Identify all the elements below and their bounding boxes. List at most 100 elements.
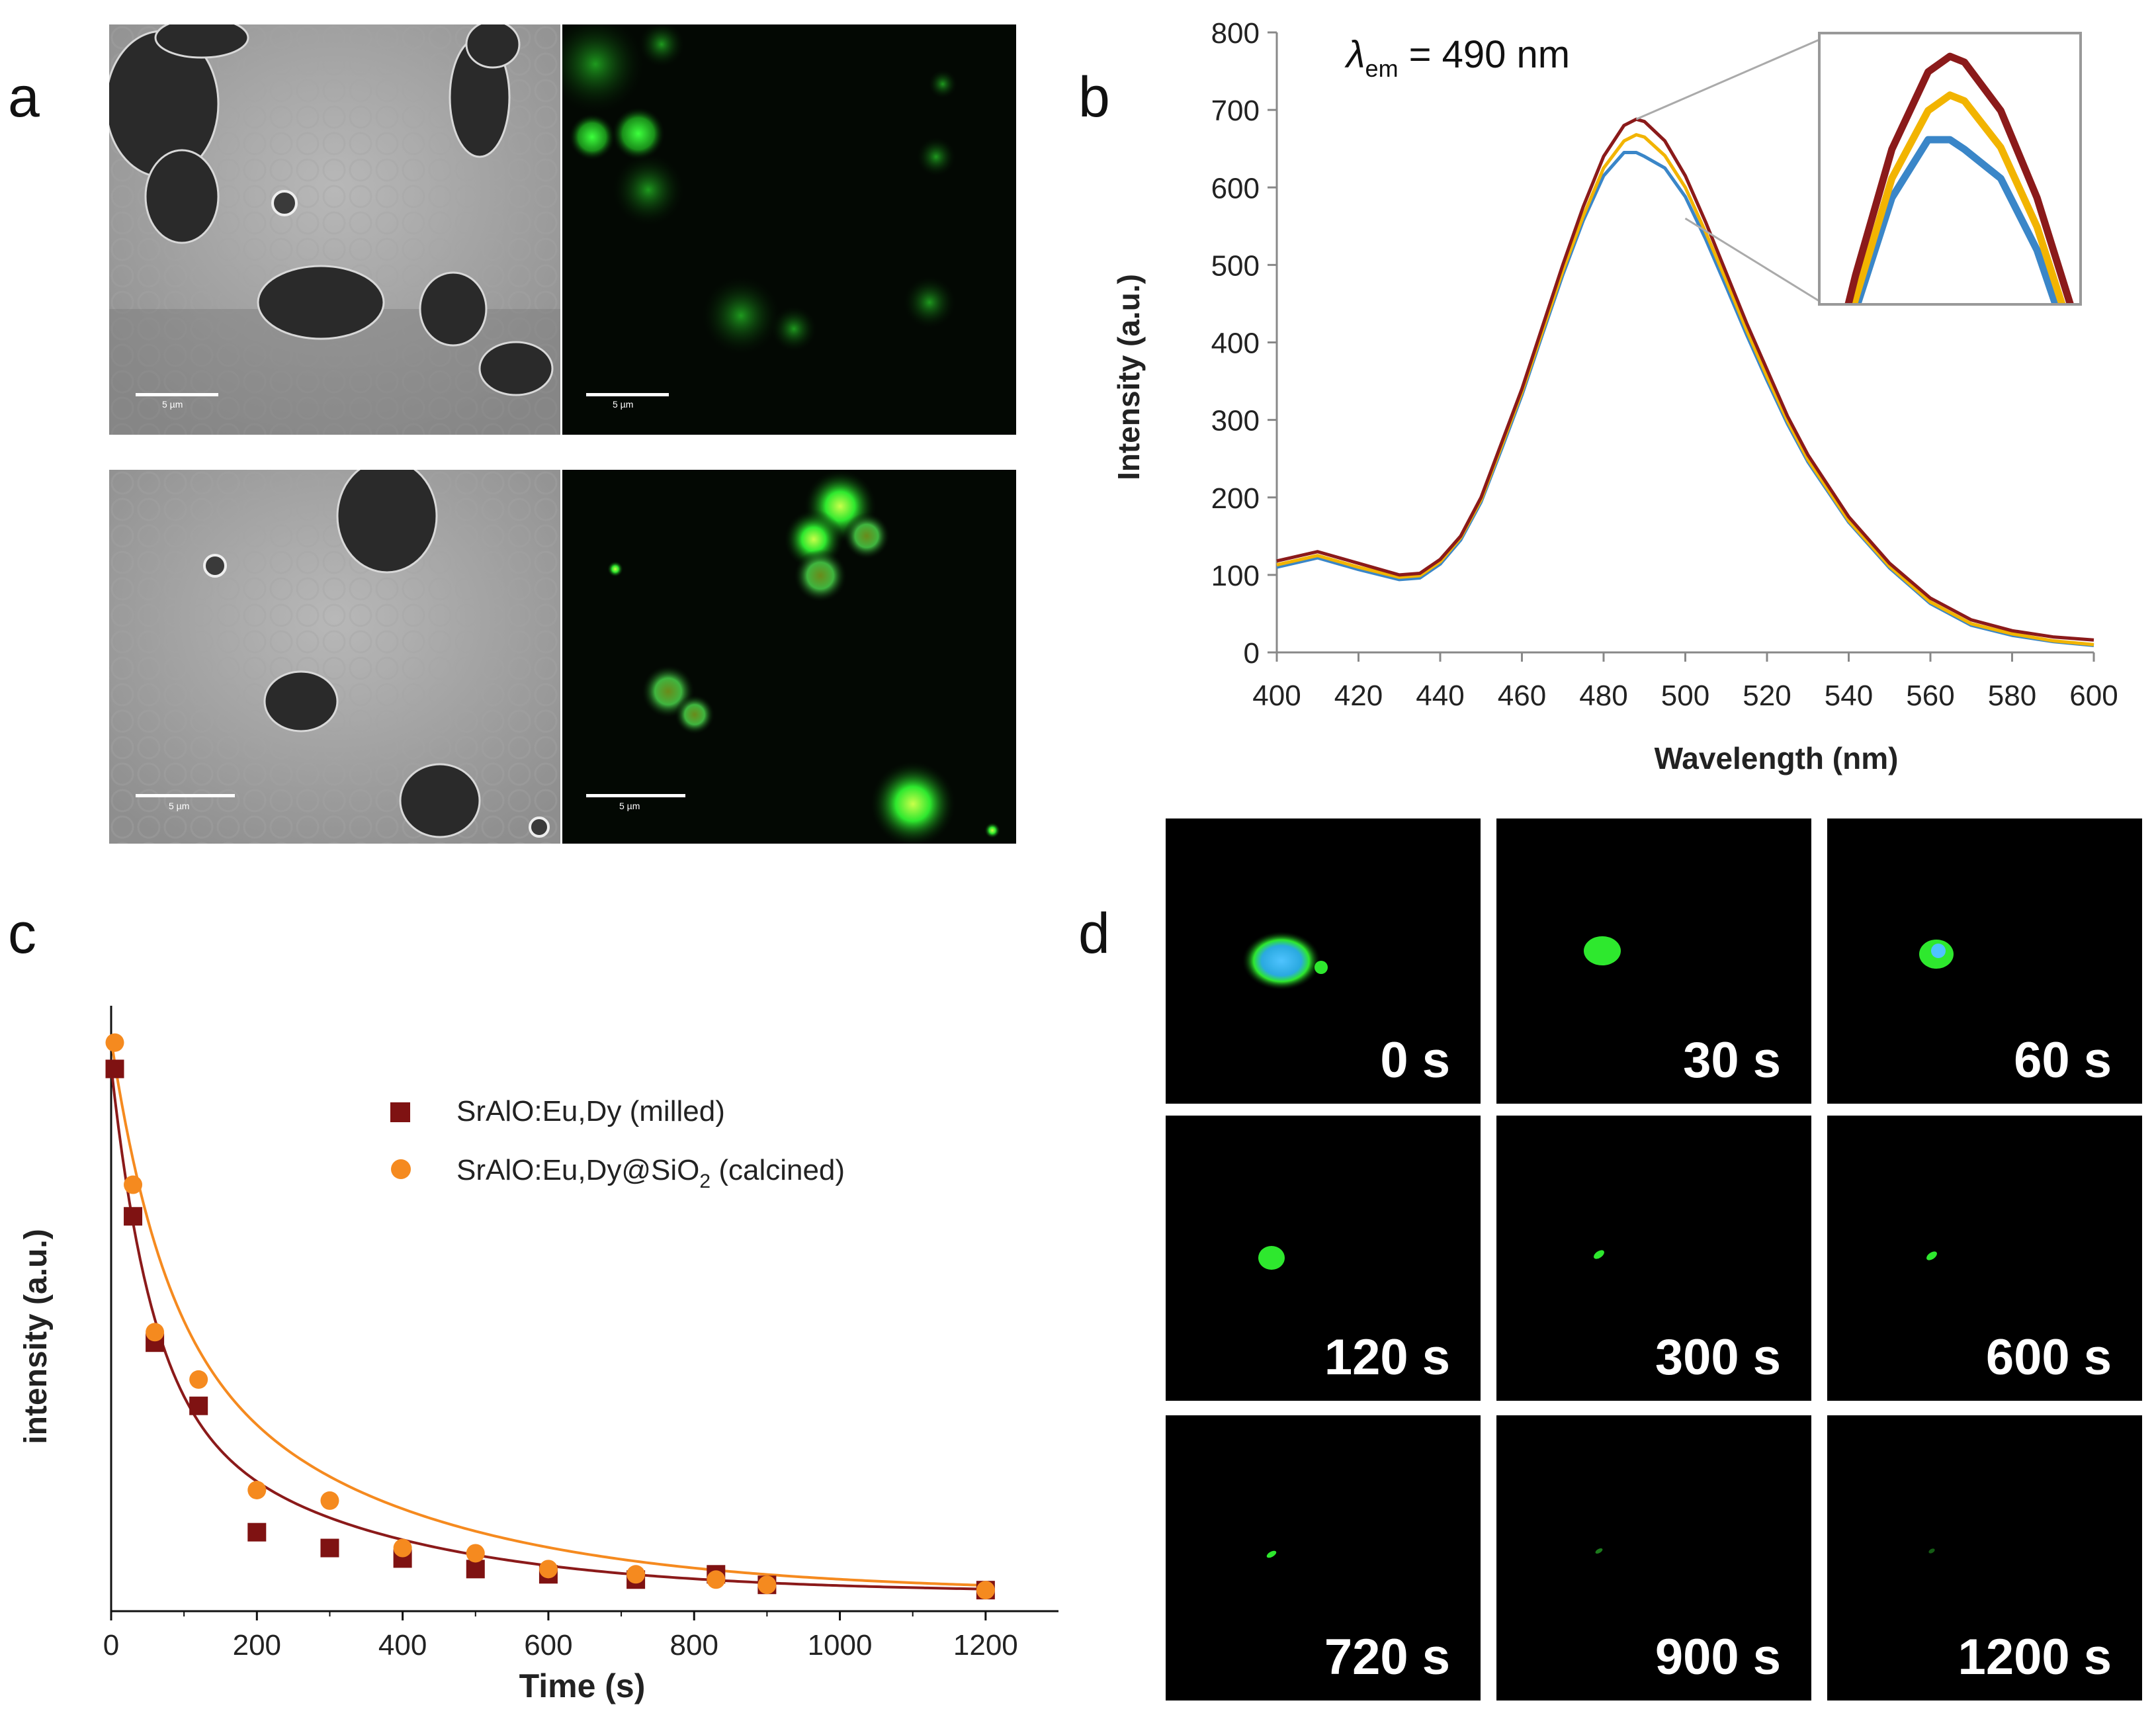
y-axis-title: Intensity (a.u.) [1111, 274, 1146, 480]
inset-line-0 [1844, 52, 2074, 303]
glow-spot [1594, 1250, 1604, 1259]
glow-spot [1258, 1246, 1285, 1270]
fluorescence-image-bottom: 5 µm [562, 470, 1016, 844]
time-tile-60s: 60 s [1827, 818, 2142, 1104]
emission-annotation: λem = 490 nm [1344, 33, 1570, 82]
time-tile-900s: 900 s [1496, 1415, 1811, 1701]
y-tick-label: 700 [1211, 95, 1260, 127]
y-tick-label: 0 [1244, 637, 1260, 670]
glow-spot [1919, 940, 1954, 969]
inset-line-1 [1850, 91, 2066, 303]
time-tile-1200s: 1200 s [1827, 1415, 2142, 1701]
x-tick-label: 580 [1988, 680, 2036, 712]
time-label: 600 s [1985, 1329, 2112, 1386]
data-point-milled [247, 1523, 267, 1542]
chart-c-ticks: 0 200 400 600 800 1000 1200 [103, 1611, 1018, 1661]
data-point-calcined [466, 1544, 485, 1563]
panel-label-c: c [8, 902, 36, 965]
panel-label-b: b [1078, 66, 1110, 129]
x-tick-label: 600 [524, 1629, 572, 1661]
x-axis-title: Time (s) [519, 1667, 646, 1704]
brightfield-bottom-drawing [109, 470, 560, 844]
x-tick-label: 520 [1743, 680, 1791, 712]
data-point-calcined [320, 1491, 339, 1510]
data-point-milled [105, 1059, 124, 1079]
scale-bar-label: 5 µm [169, 801, 190, 811]
chart-b-inset [1635, 32, 2082, 306]
x-tick-label: 200 [233, 1629, 281, 1661]
x-tick-label: 800 [670, 1629, 718, 1661]
inset-connector-bottom [1684, 217, 1820, 302]
x-tick-label: 420 [1334, 680, 1383, 712]
legend-label-milled: SrAlO:Eu,Dy (milled) [456, 1095, 725, 1127]
x-tick-label: 400 [378, 1629, 427, 1661]
data-point-calcined [105, 1033, 124, 1052]
scale-bar [586, 794, 685, 797]
chart-b-ticks: 0 100 200 300 400 500 600 700 800 400 420 440 460 480… [1211, 17, 2118, 712]
time-tile-120s: 120 s [1166, 1116, 1481, 1401]
y-tick-label: 200 [1211, 482, 1260, 515]
scale-bar-label: 5 µm [162, 399, 183, 410]
fit-curve-0 [110, 1066, 986, 1591]
x-tick-label: 600 [2069, 680, 2118, 712]
data-point-calcined [247, 1481, 267, 1499]
data-point-milled [320, 1538, 339, 1558]
data-point-milled [189, 1396, 208, 1415]
x-tick-label: 460 [1498, 680, 1546, 712]
scale-bar [586, 393, 669, 396]
data-point-calcined [539, 1560, 558, 1579]
time-label: 720 s [1324, 1629, 1450, 1685]
time-tile-300s: 300 s [1496, 1116, 1811, 1401]
time-tile-600s: 600 s [1827, 1116, 2142, 1401]
legend-marker-milled [390, 1102, 410, 1122]
emission-spectrum-chart: 0 100 200 300 400 500 600 700 800 400 420 440 460 480… [1111, 17, 2118, 775]
data-point-calcined [189, 1370, 208, 1389]
data-point-calcined [146, 1323, 165, 1342]
glow-spot [1926, 1251, 1937, 1260]
x-axis-title: Wavelength (nm) [1655, 741, 1899, 775]
fluorescence-image-top: 5 µm [562, 24, 1016, 435]
glow-spot [1928, 1548, 1935, 1554]
data-point-calcined [707, 1570, 726, 1589]
scale-bar-label: 5 µm [613, 399, 634, 410]
glow-spot [1584, 936, 1621, 965]
y-tick-label: 400 [1211, 328, 1260, 360]
spectrum-line-0 [1276, 117, 2094, 642]
y-tick-label: 100 [1211, 560, 1260, 592]
panel-label-d: d [1078, 902, 1110, 965]
legend: SrAlO:Eu,Dy (milled) SrAlO:Eu,Dy@SiO2 (c… [390, 1095, 845, 1192]
brightfield-image-bottom: 5 µm [109, 470, 560, 844]
data-point-calcined [124, 1175, 143, 1194]
brightfield-image-top: 5 µm [109, 24, 560, 435]
time-label: 0 s [1380, 1032, 1450, 1088]
time-label: 60 s [2014, 1032, 2112, 1088]
fit-curve-1 [110, 1039, 986, 1587]
chart-c-markers [105, 1033, 995, 1600]
inset-series [1844, 52, 2074, 303]
time-tile-30s: 30 s [1496, 818, 1811, 1104]
x-tick-label: 500 [1661, 680, 1709, 712]
x-tick-label: 1000 [808, 1629, 873, 1661]
brightfield-top-drawing [109, 24, 560, 435]
x-tick-label: 440 [1416, 680, 1464, 712]
data-point-calcined [976, 1581, 995, 1600]
glow-spot [1595, 1548, 1603, 1554]
time-tile-720s: 720 s [1166, 1415, 1481, 1701]
y-tick-label: 800 [1211, 17, 1260, 50]
glow-spot [1266, 1550, 1277, 1558]
chart-b-series [1276, 117, 2094, 647]
x-tick-label: 1200 [953, 1629, 1018, 1661]
inset-line-2 [1854, 136, 2059, 303]
time-label: 30 s [1683, 1032, 1781, 1088]
glow-spot [1242, 931, 1328, 991]
y-tick-label: 500 [1211, 249, 1260, 282]
chart-c-axes [110, 1006, 1058, 1613]
fluorescence-top-drawing [562, 24, 957, 355]
y-axis-title: intensity (a.u.) [19, 1229, 54, 1444]
fluorescence-bottom-drawing [607, 470, 1000, 844]
panel-label-a: a [8, 66, 40, 129]
scale-bar [136, 794, 235, 797]
data-point-calcined [626, 1565, 646, 1584]
scale-bar [136, 393, 218, 396]
x-tick-label: 400 [1252, 680, 1301, 712]
